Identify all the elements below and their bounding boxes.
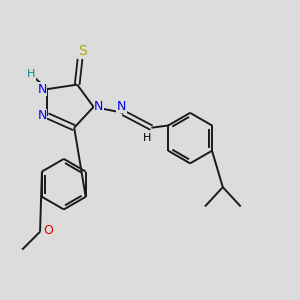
- Text: H: H: [27, 69, 35, 79]
- Text: N: N: [38, 109, 47, 122]
- Text: N: N: [94, 100, 104, 113]
- Text: H: H: [143, 133, 151, 143]
- Text: S: S: [78, 44, 87, 58]
- Text: N: N: [38, 82, 47, 96]
- Text: O: O: [44, 224, 53, 237]
- Text: N: N: [117, 100, 127, 113]
